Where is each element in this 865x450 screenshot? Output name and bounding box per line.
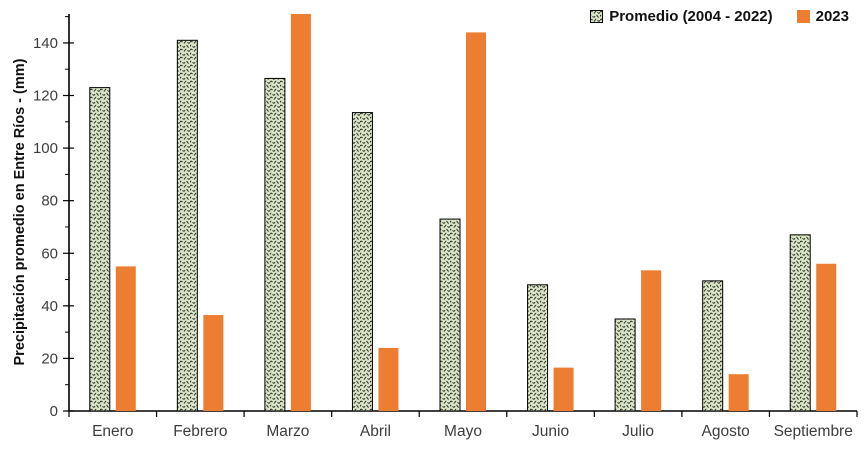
x-axis-label: Enero bbox=[92, 423, 133, 440]
bar-2023-agosto bbox=[728, 374, 749, 411]
y-tick-label: 120 bbox=[33, 88, 58, 105]
bar-2023-febrero bbox=[203, 315, 224, 411]
legend-label-promedio: Promedio (2004 - 2022) bbox=[609, 8, 773, 25]
y-tick-label: 60 bbox=[41, 245, 58, 262]
legend-item-promedio: Promedio (2004 - 2022) bbox=[590, 8, 773, 25]
bar-2023-junio bbox=[553, 367, 574, 411]
legend-item-2023: 2023 bbox=[796, 8, 849, 25]
x-axis-label: Agosto bbox=[702, 423, 750, 440]
x-axis-label: Marzo bbox=[266, 423, 309, 440]
bar-promedio-septiembre bbox=[789, 234, 811, 412]
bar-promedio-agosto bbox=[702, 280, 724, 412]
x-axis-label: Febrero bbox=[173, 423, 227, 440]
y-tick-label: 40 bbox=[41, 298, 58, 315]
bar-promedio-julio bbox=[614, 318, 636, 412]
bar-promedio-abril bbox=[351, 112, 373, 412]
x-axis-label: Septiembre bbox=[774, 423, 853, 440]
y-tick-label: 20 bbox=[41, 350, 58, 367]
bar-promedio-febrero bbox=[176, 39, 198, 412]
y-tick-label: 100 bbox=[33, 140, 58, 157]
y-tick-label: 140 bbox=[33, 35, 58, 52]
y-axis-title: Precipitación promedio en Entre Ríos - (… bbox=[12, 58, 28, 366]
x-axis-label: Junio bbox=[532, 423, 569, 440]
bar-2023-septiembre bbox=[816, 263, 837, 411]
x-axis-label: Abril bbox=[360, 423, 391, 440]
bar-2023-marzo bbox=[290, 14, 311, 411]
bar-promedio-enero bbox=[89, 87, 111, 412]
x-axis-label: Julio bbox=[622, 423, 654, 440]
bar-2023-abril bbox=[378, 347, 399, 411]
y-tick-label: 0 bbox=[50, 403, 58, 420]
bar-2023-enero bbox=[115, 266, 136, 411]
legend-swatch-promedio bbox=[590, 10, 604, 23]
bar-2023-mayo bbox=[466, 32, 486, 412]
y-tick-label: 80 bbox=[41, 193, 58, 210]
bar-promedio-marzo bbox=[264, 77, 286, 412]
legend-label-2023: 2023 bbox=[815, 8, 849, 25]
x-axis-label: Mayo bbox=[444, 423, 482, 440]
bar-promedio-junio bbox=[527, 284, 549, 412]
bar-2023-julio bbox=[641, 270, 662, 411]
legend: Promedio (2004 - 2022) 2023 bbox=[590, 8, 849, 25]
legend-swatch-2023 bbox=[796, 10, 810, 23]
bar-promedio-mayo bbox=[439, 218, 461, 412]
